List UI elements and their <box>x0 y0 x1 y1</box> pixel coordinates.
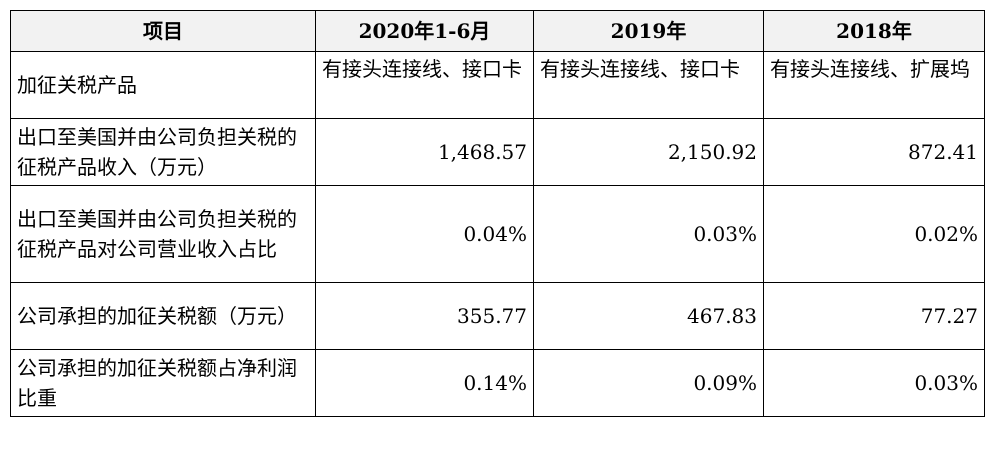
cell-2018: 0.02% <box>763 185 985 283</box>
cell-2020-h1: 0.14% <box>315 349 534 417</box>
cell-2019: 0.03% <box>533 185 764 283</box>
tariff-table: 项目 2020年1-6月 2019年 2018年 加征关税产品 有接头连接线、接… <box>10 10 985 417</box>
cell-2018: 0.03% <box>763 349 985 417</box>
header-2018: 2018年 <box>763 10 985 52</box>
tariff-table-container: 项目 2020年1-6月 2019年 2018年 加征关税产品 有接头连接线、接… <box>10 10 985 417</box>
row-label: 公司承担的加征关税额占净利润比重 <box>10 349 316 417</box>
header-item: 项目 <box>10 10 316 52</box>
header-row: 项目 2020年1-6月 2019年 2018年 <box>10 10 985 52</box>
header-2019: 2019年 <box>533 10 764 52</box>
cell-2019: 有接头连接线、接口卡 <box>533 51 764 119</box>
cell-2020-h1: 有接头连接线、接口卡 <box>315 51 534 119</box>
cell-2020-h1: 1,468.57 <box>315 118 534 186</box>
cell-2020-h1: 0.04% <box>315 185 534 283</box>
row-label: 出口至美国并由公司负担关税的征税产品对公司营业收入占比 <box>10 185 316 283</box>
table-header: 项目 2020年1-6月 2019年 2018年 <box>10 10 985 52</box>
cell-2018: 有接头连接线、扩展坞 <box>763 51 985 119</box>
cell-2019: 2,150.92 <box>533 118 764 186</box>
row-label: 出口至美国并由公司负担关税的征税产品收入（万元） <box>10 118 316 186</box>
table-row-tariff-products: 加征关税产品 有接头连接线、接口卡 有接头连接线、接口卡 有接头连接线、扩展坞 <box>10 51 985 119</box>
table-row-net-profit-ratio: 公司承担的加征关税额占净利润比重 0.14% 0.09% 0.03% <box>10 349 985 417</box>
header-2020-h1: 2020年1-6月 <box>315 10 534 52</box>
row-label: 加征关税产品 <box>10 51 316 119</box>
table-row-tariff-amount: 公司承担的加征关税额（万元） 355.77 467.83 77.27 <box>10 282 985 350</box>
row-label: 公司承担的加征关税额（万元） <box>10 282 316 350</box>
cell-2019: 467.83 <box>533 282 764 350</box>
table-body: 加征关税产品 有接头连接线、接口卡 有接头连接线、接口卡 有接头连接线、扩展坞 … <box>10 51 985 417</box>
table-row-taxed-revenue: 出口至美国并由公司负担关税的征税产品收入（万元） 1,468.57 2,150.… <box>10 118 985 186</box>
table-row-revenue-ratio: 出口至美国并由公司负担关税的征税产品对公司营业收入占比 0.04% 0.03% … <box>10 185 985 283</box>
cell-2020-h1: 355.77 <box>315 282 534 350</box>
cell-2018: 872.41 <box>763 118 985 186</box>
cell-2018: 77.27 <box>763 282 985 350</box>
cell-2019: 0.09% <box>533 349 764 417</box>
